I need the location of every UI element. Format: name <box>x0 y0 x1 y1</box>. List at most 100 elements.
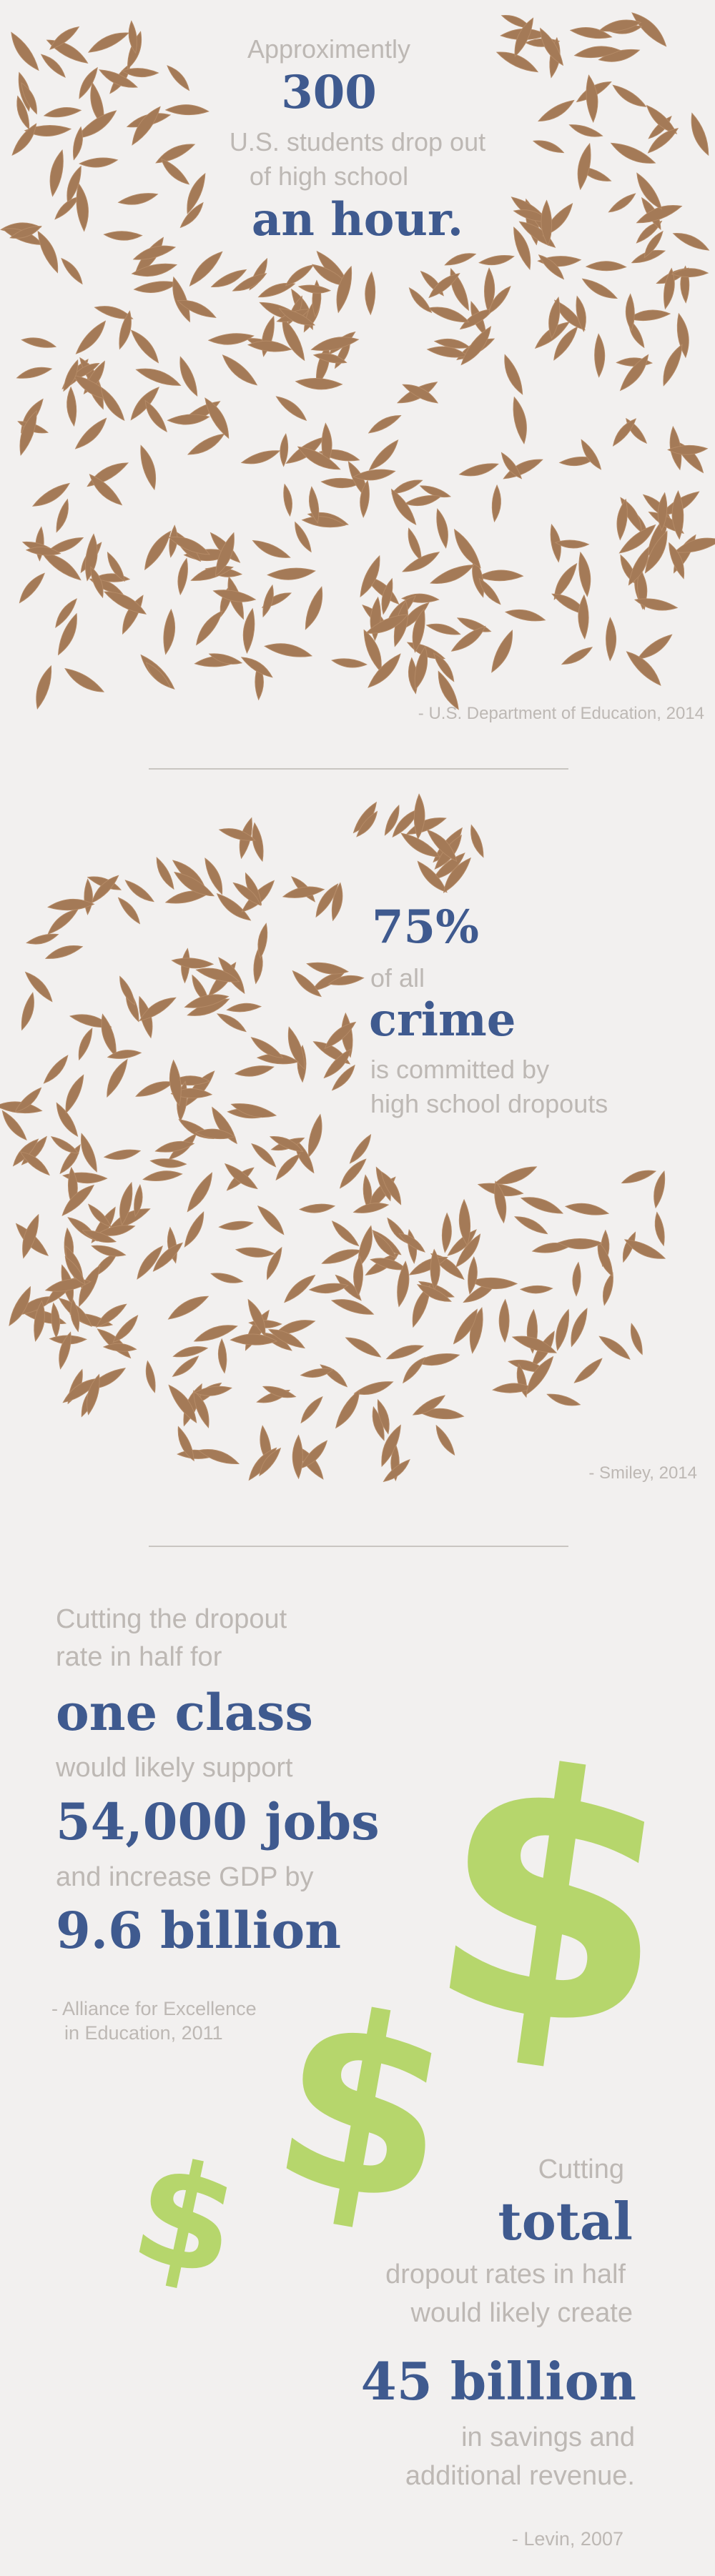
leaf-shape <box>623 1239 666 1259</box>
leaf-shape <box>500 452 523 479</box>
leaf-shape <box>433 652 455 682</box>
leaf-shape <box>628 546 649 586</box>
leaf-shape <box>310 337 360 351</box>
leaf-shape <box>170 1088 213 1099</box>
leaf-shape <box>214 532 235 577</box>
leaf-shape <box>50 1136 79 1154</box>
s3-line1: Cutting the dropout <box>56 1604 287 1634</box>
leaf-shape <box>633 598 679 611</box>
leaf-shape <box>519 1285 553 1294</box>
leaf-shape <box>37 230 59 274</box>
leaf-shape <box>577 142 591 191</box>
leaf-shape <box>168 1384 197 1423</box>
leaf-shape <box>167 1296 209 1320</box>
s2-line1: of all <box>370 963 425 993</box>
leaf-shape <box>667 444 709 455</box>
leaf-shape <box>631 249 666 264</box>
leaf-shape <box>135 368 182 386</box>
leaf-shape <box>631 1323 643 1356</box>
leaf-shape <box>172 1356 199 1377</box>
leaf-shape <box>564 1203 610 1215</box>
leaf-shape <box>390 488 417 525</box>
leaf-shape <box>124 880 154 902</box>
leaf-shape <box>87 1203 112 1228</box>
leaf-shape <box>541 199 553 247</box>
leaf-shape <box>282 886 325 898</box>
leaf-shape <box>312 353 347 364</box>
leaf-shape <box>468 1256 478 1295</box>
leaf-shape <box>627 309 671 322</box>
leaf-shape <box>292 970 322 998</box>
leaf-shape <box>217 1338 227 1374</box>
leaf-shape <box>167 414 210 425</box>
leaf-shape <box>616 498 628 541</box>
leaf-shape <box>69 1014 112 1028</box>
leaf-shape <box>504 354 523 395</box>
leaf-shape <box>315 883 339 918</box>
leaf-shape <box>139 997 177 1022</box>
leaf-shape <box>208 653 243 665</box>
leaf-shape <box>64 667 105 692</box>
leaf-shape <box>676 312 689 359</box>
leaf-shape <box>414 645 428 690</box>
leaf-shape <box>612 84 647 107</box>
leaf-shape <box>34 1300 45 1342</box>
leaf-shape <box>81 1133 97 1173</box>
leaf-shape <box>636 172 663 210</box>
leaf-shape <box>373 1231 397 1259</box>
leaf-shape <box>444 253 477 266</box>
leaf-shape <box>671 490 684 540</box>
leaf-shape <box>621 1170 657 1184</box>
s2-emphasis: crime <box>369 993 516 1047</box>
leaf-shape <box>142 1170 183 1181</box>
leaf-shape <box>381 577 393 615</box>
leaf-shape <box>156 856 174 890</box>
leaf-shape <box>469 1307 483 1354</box>
s2-source: - Smiley, 2014 <box>588 1463 697 1483</box>
leaf-shape <box>83 360 105 394</box>
leaf-shape <box>177 557 188 596</box>
leaf-shape <box>438 670 459 710</box>
leaf-shape <box>300 1396 323 1424</box>
leaf-shape <box>230 1333 278 1346</box>
leaf-shape <box>247 1298 266 1337</box>
leaf-shape <box>540 27 564 66</box>
leaf-shape <box>133 281 179 293</box>
leaf-shape <box>287 1026 305 1070</box>
leaf-shape <box>672 233 710 251</box>
leaf-shape <box>546 1393 581 1406</box>
leaf-shape <box>417 860 448 893</box>
leaf-shape <box>450 625 486 652</box>
leaf-shape <box>295 521 312 553</box>
leaf-shape <box>232 882 262 906</box>
leaf-shape <box>408 527 422 562</box>
leaf-shape <box>251 1143 277 1168</box>
leaf-shape <box>458 463 499 477</box>
s2-line2: is committed by <box>370 1055 550 1084</box>
leaf-shape <box>21 81 37 115</box>
leaf-shape <box>606 617 617 662</box>
leaf-shape <box>128 20 137 54</box>
leaf-shape <box>368 653 401 688</box>
leaf-shape <box>187 433 225 455</box>
leaf-shape <box>19 572 45 604</box>
leaf-shape <box>557 1238 603 1250</box>
leaf-shape <box>331 658 368 668</box>
leaf-shape <box>631 12 667 47</box>
leaf-shape <box>44 945 84 959</box>
leaf-shape <box>187 172 206 214</box>
leaf-shape <box>458 1198 471 1247</box>
s1-source: - U.S. Department of Education, 2014 <box>418 704 704 723</box>
leaf-shape <box>412 1395 446 1416</box>
leaf-shape <box>578 551 591 597</box>
leaf-shape <box>608 193 636 213</box>
leaf-shape <box>169 1059 182 1107</box>
leaf-shape <box>353 1381 394 1396</box>
leaf-shape <box>70 1298 80 1333</box>
leaf-shape <box>174 871 215 897</box>
leaf-shape <box>87 32 129 53</box>
leaf-shape <box>428 273 460 299</box>
s1-emphasis: an hour. <box>251 193 464 247</box>
leaf-shape <box>154 1140 195 1153</box>
leaf-shape <box>57 612 77 656</box>
